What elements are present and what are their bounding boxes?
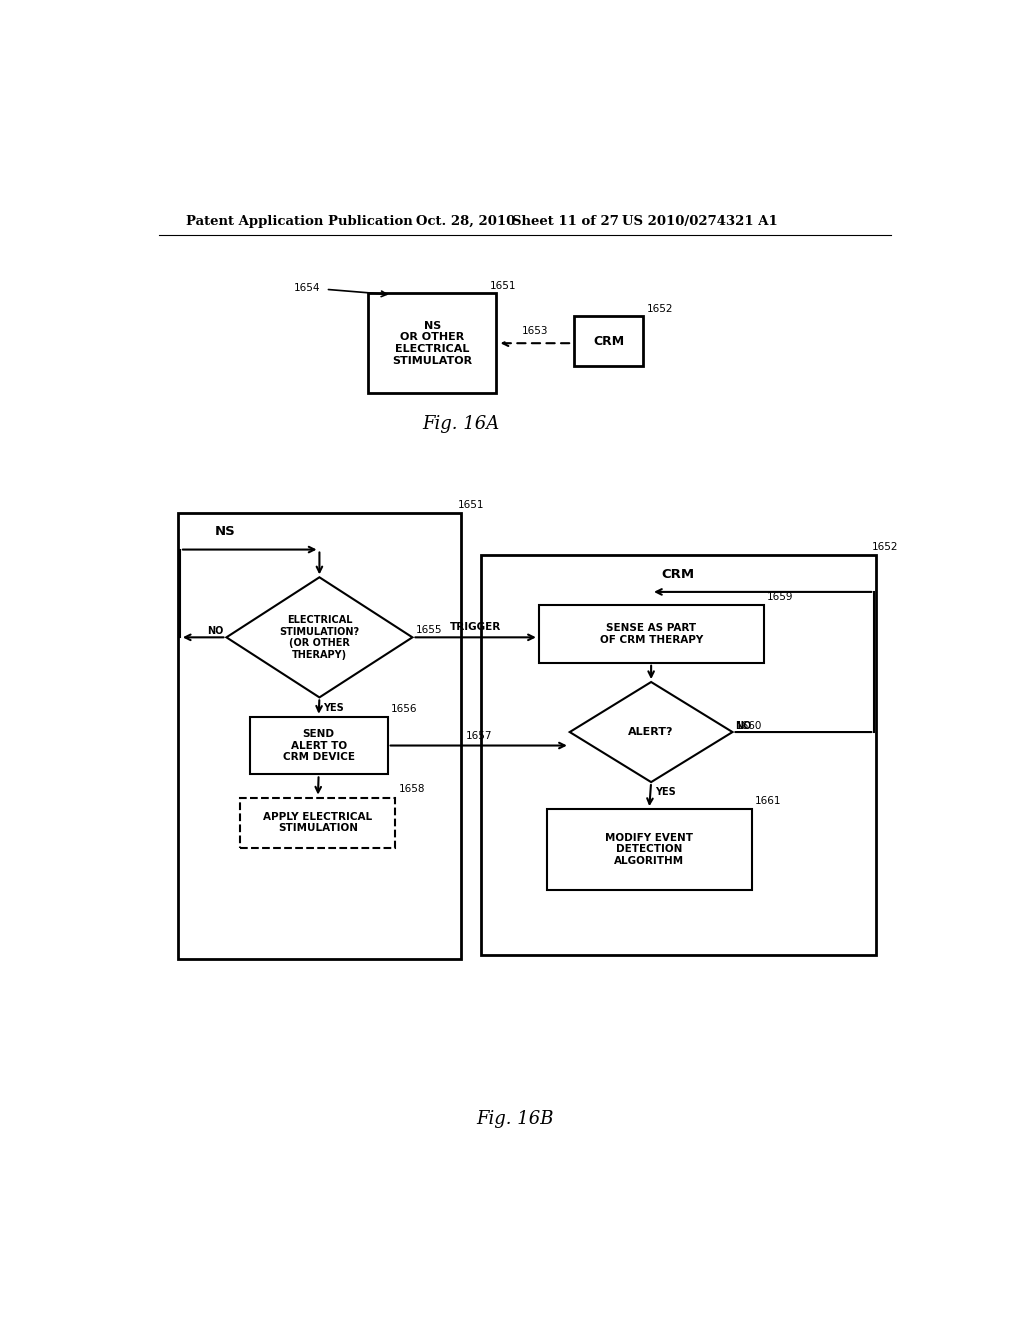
- Bar: [178, 512, 461, 960]
- Text: 1655: 1655: [416, 624, 442, 635]
- Text: Fig. 16B: Fig. 16B: [477, 1110, 554, 1129]
- Text: Patent Application Publication: Patent Application Publication: [186, 215, 413, 228]
- Text: APPLY ELECTRICAL
STIMULATION: APPLY ELECTRICAL STIMULATION: [263, 812, 373, 833]
- Text: NO: NO: [735, 721, 752, 731]
- Bar: [480, 554, 876, 956]
- Text: Sheet 11 of 27: Sheet 11 of 27: [512, 215, 620, 228]
- Text: YES: YES: [324, 704, 344, 713]
- Bar: [573, 317, 643, 367]
- Text: SENSE AS PART
OF CRM THERAPY: SENSE AS PART OF CRM THERAPY: [599, 623, 702, 644]
- Text: US 2010/0274321 A1: US 2010/0274321 A1: [623, 215, 778, 228]
- Text: 1654: 1654: [294, 282, 321, 293]
- Text: ELECTRICAL
STIMULATION?
(OR OTHER
THERAPY): ELECTRICAL STIMULATION? (OR OTHER THERAP…: [280, 615, 359, 660]
- Text: CRM: CRM: [662, 568, 695, 581]
- Text: 1656: 1656: [391, 704, 417, 714]
- Polygon shape: [569, 682, 732, 781]
- Bar: [369, 293, 496, 393]
- Text: SEND
ALERT TO
CRM DEVICE: SEND ALERT TO CRM DEVICE: [283, 729, 354, 762]
- Text: Oct. 28, 2010: Oct. 28, 2010: [417, 215, 515, 228]
- Text: ALERT?: ALERT?: [629, 727, 674, 737]
- Text: 1660: 1660: [735, 721, 762, 731]
- Text: NO: NO: [207, 626, 223, 636]
- Text: TRIGGER: TRIGGER: [450, 622, 501, 632]
- Text: NS: NS: [214, 525, 236, 539]
- Text: 1652: 1652: [872, 543, 898, 552]
- Text: 1657: 1657: [466, 730, 492, 741]
- Text: Fig. 16A: Fig. 16A: [423, 414, 500, 433]
- Bar: [539, 605, 764, 663]
- Bar: [547, 809, 752, 890]
- Text: 1659: 1659: [767, 591, 794, 602]
- Text: 1661: 1661: [755, 796, 781, 807]
- Polygon shape: [226, 577, 413, 697]
- Bar: [250, 717, 388, 775]
- Text: NS
OR OTHER
ELECTRICAL
STIMULATOR: NS OR OTHER ELECTRICAL STIMULATOR: [392, 321, 472, 366]
- Text: 1651: 1651: [489, 281, 516, 290]
- Text: YES: YES: [655, 787, 676, 797]
- Bar: [241, 797, 395, 847]
- Text: 1658: 1658: [398, 784, 425, 795]
- Text: 1653: 1653: [521, 326, 548, 335]
- Text: MODIFY EVENT
DETECTION
ALGORITHM: MODIFY EVENT DETECTION ALGORITHM: [605, 833, 693, 866]
- Text: CRM: CRM: [593, 335, 624, 347]
- Text: 1651: 1651: [458, 499, 484, 510]
- Text: 1652: 1652: [646, 304, 673, 314]
